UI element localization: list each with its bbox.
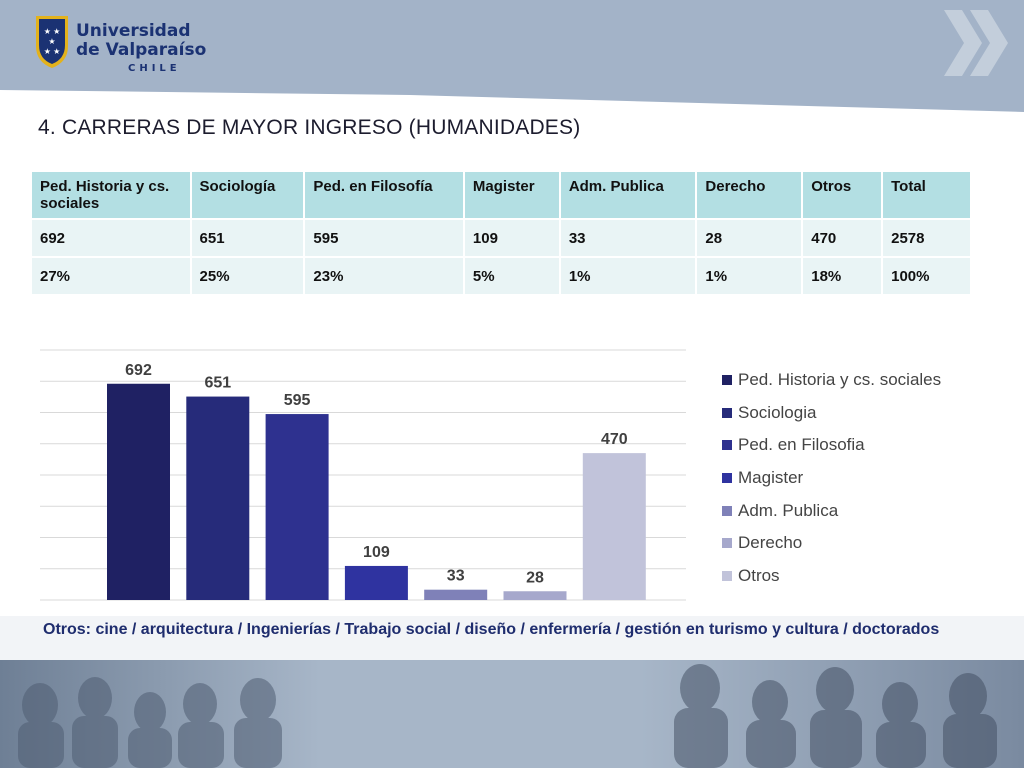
- legend-item: Ped. Historia y cs. sociales: [722, 364, 941, 397]
- svg-text:★ ★: ★ ★: [44, 27, 61, 36]
- svg-text:★: ★: [48, 37, 55, 46]
- bar: [503, 591, 567, 600]
- table-cell: 651: [191, 220, 304, 256]
- bar-chart: 692 651 595 109 33 28 470: [40, 349, 686, 601]
- table-cell: 5%: [464, 258, 559, 294]
- logo-line-1: Universidad: [76, 21, 191, 41]
- legend-item: Derecho: [722, 527, 941, 560]
- data-label: 651: [204, 375, 231, 392]
- data-label: 470: [601, 431, 628, 448]
- table-cell: 28: [697, 220, 802, 256]
- students-photo-strip: [0, 660, 1024, 768]
- table-cell: 100%: [883, 258, 970, 294]
- legend-label: Ped. en Filosofia: [738, 435, 865, 455]
- table-cell: 109: [464, 220, 559, 256]
- table-cell: 470: [803, 220, 882, 256]
- legend-label: Ped. Historia y cs. sociales: [738, 370, 942, 390]
- bar: [344, 565, 408, 600]
- table-header-cell: Derecho: [697, 172, 802, 218]
- legend-item: Adm. Publica: [722, 494, 941, 527]
- data-table: Ped. Historia y cs. sociales Sociología …: [30, 170, 972, 296]
- table-header-row: Ped. Historia y cs. sociales Sociología …: [32, 172, 970, 218]
- legend-item: Magister: [722, 462, 941, 495]
- note-background: [0, 616, 1024, 668]
- table-cell: 23%: [305, 258, 463, 294]
- chart-legend: Ped. Historia y cs. sociales Sociologia Pe…: [722, 364, 941, 592]
- table-header-cell: Magister: [464, 172, 559, 218]
- footnote: Otros: cine / arquitectura / Ingenierías…: [43, 621, 940, 638]
- table-cell: 1%: [697, 258, 802, 294]
- legend-item: Ped. en Filosofia: [722, 429, 941, 462]
- legend-swatch: [722, 538, 732, 549]
- data-label: 28: [526, 569, 544, 586]
- data-label: 595: [284, 392, 311, 409]
- legend-item: Sociologia: [722, 397, 941, 430]
- bar: [186, 396, 250, 600]
- table-cell: 18%: [803, 258, 882, 294]
- legend-swatch: [722, 505, 732, 516]
- table-cell: 33: [560, 220, 696, 256]
- legend-item: Otros: [722, 560, 941, 593]
- table-header-cell: Ped. Historia y cs. sociales: [32, 172, 190, 218]
- table-header-cell: Total: [883, 172, 970, 218]
- legend-label: Adm. Publica: [738, 500, 839, 520]
- table-cell: 2578: [883, 220, 970, 256]
- bar: [424, 589, 488, 600]
- legend-label: Sociologia: [738, 402, 817, 422]
- bar: [107, 383, 170, 600]
- table-header-cell: Otros: [803, 172, 882, 218]
- data-label: 33: [447, 568, 465, 585]
- legend-swatch: [722, 570, 732, 581]
- table-cell: 1%: [560, 258, 696, 294]
- table-header-cell: Ped. en Filosofía: [305, 172, 463, 218]
- university-logo: ★ ★ ★ ★ ★ Universidad de Valparaíso CHIL…: [30, 8, 206, 78]
- bar: [582, 453, 646, 600]
- table-header-cell: Adm. Publica: [560, 172, 696, 218]
- header-banner: [0, 0, 1024, 112]
- bar: [265, 414, 329, 600]
- logo-line-3: CHILE: [128, 63, 181, 74]
- table-cell: 692: [32, 220, 190, 256]
- legend-swatch: [722, 407, 732, 418]
- legend-label: Magister: [738, 468, 804, 488]
- slide-title: 4. CARRERAS DE MAYOR INGRESO (HUMANIDADE…: [38, 116, 581, 139]
- logo-line-2: de Valparaíso: [76, 40, 207, 60]
- table-row: 692 651 595 109 33 28 470 2578: [32, 220, 970, 256]
- legend-swatch: [722, 440, 732, 451]
- legend-label: Otros: [738, 565, 780, 585]
- shield-icon: ★ ★ ★ ★ ★: [36, 16, 68, 68]
- table-header-cell: Sociología: [191, 172, 304, 218]
- table-cell: 595: [305, 220, 463, 256]
- legend-swatch: [722, 473, 732, 484]
- table-cell: 27%: [32, 258, 190, 294]
- data-label: 109: [363, 544, 390, 561]
- table-cell: 25%: [191, 258, 304, 294]
- table-row: 27% 25% 23% 5% 1% 1% 18% 100%: [32, 258, 970, 294]
- svg-text:★ ★: ★ ★: [44, 47, 61, 56]
- double-chevron-right-icon: [944, 10, 1008, 76]
- legend-swatch: [722, 375, 732, 386]
- legend-label: Derecho: [738, 533, 803, 553]
- data-label: 692: [125, 362, 152, 379]
